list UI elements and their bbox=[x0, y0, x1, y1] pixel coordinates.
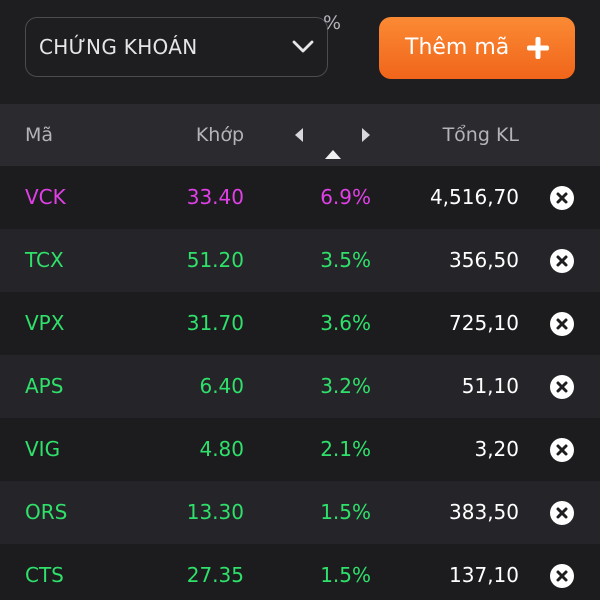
sort-up-icon bbox=[325, 150, 341, 159]
column-prev-arrow-icon[interactable] bbox=[295, 128, 303, 142]
header-match-price[interactable]: Khớp bbox=[195, 124, 244, 146]
row-symbol: VPX bbox=[25, 311, 65, 335]
stock-list: VCK 33.40 6.9% 4,516,70 TCX 51.20 3.5% 356,50 VP… bbox=[0, 166, 600, 600]
row-symbol: TCX bbox=[25, 248, 64, 272]
row-match-price: 31.70 bbox=[186, 311, 244, 335]
remove-icon[interactable] bbox=[550, 564, 574, 588]
row-change-percent: 1.5% bbox=[320, 563, 371, 587]
table-row[interactable]: CTS 27.35 1.5% 137,10 bbox=[0, 544, 600, 600]
row-change-percent: 2.1% bbox=[320, 437, 371, 461]
remove-icon[interactable] bbox=[550, 501, 574, 525]
row-total-volume: 383,50 bbox=[449, 500, 519, 524]
category-select-value: CHỨNG KHOÁN bbox=[39, 35, 198, 59]
row-change-percent: 6.9% bbox=[320, 185, 371, 209]
category-select[interactable]: CHỨNG KHOÁN bbox=[25, 17, 328, 77]
add-symbol-button[interactable]: Thêm mã bbox=[379, 17, 575, 79]
remove-icon[interactable] bbox=[550, 312, 574, 336]
remove-icon[interactable] bbox=[550, 186, 574, 210]
row-match-price: 13.30 bbox=[186, 500, 244, 524]
row-change-percent: 3.5% bbox=[320, 248, 371, 272]
row-change-percent: 1.5% bbox=[320, 500, 371, 524]
row-match-price: 27.35 bbox=[186, 563, 244, 587]
header-total-volume[interactable]: Tổng KL bbox=[442, 124, 519, 146]
row-match-price: 4.80 bbox=[199, 437, 244, 461]
row-total-volume: 137,10 bbox=[449, 563, 519, 587]
plus-icon bbox=[527, 37, 549, 59]
row-symbol: VIG bbox=[25, 437, 61, 461]
row-symbol: ORS bbox=[25, 500, 68, 524]
remove-icon[interactable] bbox=[550, 249, 574, 273]
table-row[interactable]: VPX 31.70 3.6% 725,10 bbox=[0, 292, 600, 355]
row-change-percent: 3.6% bbox=[320, 311, 371, 335]
row-symbol: VCK bbox=[25, 185, 66, 209]
header-percent[interactable]: % bbox=[323, 12, 342, 34]
add-symbol-label: Thêm mã bbox=[405, 35, 510, 60]
remove-icon[interactable] bbox=[550, 438, 574, 462]
chevron-down-icon bbox=[292, 40, 314, 53]
row-total-volume: 725,10 bbox=[449, 311, 519, 335]
row-change-percent: 3.2% bbox=[320, 374, 371, 398]
row-match-price: 6.40 bbox=[199, 374, 244, 398]
header-symbol[interactable]: Mã bbox=[25, 124, 54, 146]
row-match-price: 33.40 bbox=[186, 185, 244, 209]
table-row[interactable]: ORS 13.30 1.5% 383,50 bbox=[0, 481, 600, 544]
row-symbol: APS bbox=[25, 374, 64, 398]
row-total-volume: 356,50 bbox=[449, 248, 519, 272]
column-next-arrow-icon[interactable] bbox=[362, 128, 370, 142]
remove-icon[interactable] bbox=[550, 375, 574, 399]
table-row[interactable]: VIG 4.80 2.1% 3,20 bbox=[0, 418, 600, 481]
table-row[interactable]: TCX 51.20 3.5% 356,50 bbox=[0, 229, 600, 292]
table-row[interactable]: VCK 33.40 6.9% 4,516,70 bbox=[0, 166, 600, 229]
row-total-volume: 51,10 bbox=[461, 374, 519, 398]
table-row[interactable]: APS 6.40 3.2% 51,10 bbox=[0, 355, 600, 418]
top-toolbar: CHỨNG KHOÁN Thêm mã bbox=[0, 0, 600, 104]
row-match-price: 51.20 bbox=[186, 248, 244, 272]
row-symbol: CTS bbox=[25, 563, 64, 587]
row-total-volume: 3,20 bbox=[474, 437, 519, 461]
row-total-volume: 4,516,70 bbox=[429, 185, 519, 209]
